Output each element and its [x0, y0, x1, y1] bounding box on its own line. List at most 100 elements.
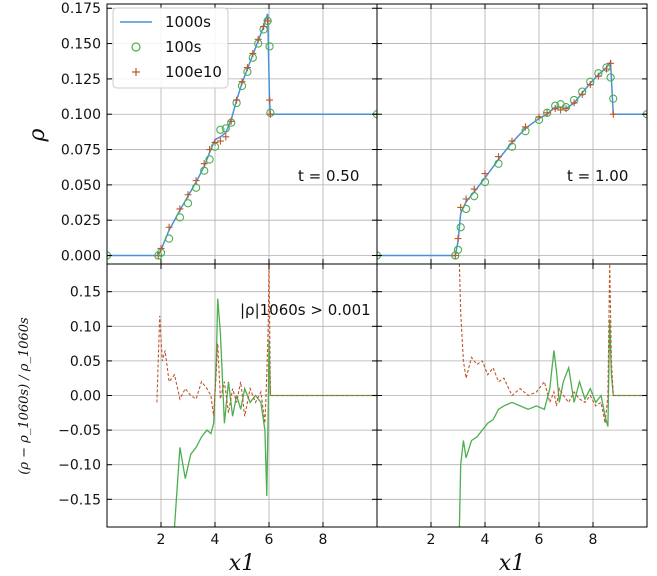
legend-box — [112, 7, 229, 89]
marker-100e10 — [609, 110, 617, 118]
marker-100s — [453, 245, 463, 255]
marker-100s — [164, 234, 174, 243]
panel-series — [156, 264, 377, 527]
marker-100e10 — [192, 177, 200, 185]
legend-circle-swatch — [131, 42, 141, 52]
legend-label-100e10: 100e10 — [165, 63, 222, 81]
marker-100e10 — [165, 223, 173, 231]
y-tick-label: 0.025 — [61, 213, 101, 229]
panel-frame — [376, 3, 648, 265]
y-tick-label: −0.05 — [58, 423, 101, 439]
marker-100e10 — [254, 35, 262, 43]
marker-100e10 — [557, 106, 565, 114]
marker-100s — [609, 94, 618, 103]
marker-100s — [461, 204, 471, 214]
marker-100e10 — [603, 65, 610, 73]
series-line-100e10-reldiff — [458, 264, 647, 424]
legend: 1000s 100s 100e10 — [112, 7, 229, 89]
marker-100e10 — [535, 113, 543, 121]
marker-100s — [542, 108, 552, 117]
marker-100e10 — [543, 109, 551, 117]
series-line-100s-reldiff — [458, 319, 647, 527]
series-line-100e10-reldiff — [156, 264, 377, 424]
x-tick-label: 8 — [319, 532, 328, 548]
legend-plus-swatch — [132, 68, 140, 76]
y-tick-label: −0.15 — [58, 492, 101, 508]
marker-100e10 — [249, 49, 257, 57]
marker-100s — [606, 73, 615, 82]
tick-layer: 0.000 0.025 0.050 0.075 0.100 0.125 0.150 0.175… — [58, 1, 647, 548]
panel-series — [377, 59, 647, 260]
marker-100s — [265, 42, 274, 51]
marker-100e10 — [211, 138, 219, 146]
marker-100e10 — [243, 64, 251, 72]
y-tick-label: −0.10 — [58, 458, 101, 474]
marker-100e10 — [206, 146, 214, 154]
marker-100s — [183, 199, 193, 208]
time-annotation-left: t = 0.50 — [298, 167, 359, 185]
marker-100e10 — [495, 153, 502, 161]
time-annotation-right: t = 1.00 — [567, 167, 628, 185]
marker-100e10 — [222, 133, 230, 141]
y-tick-label: 0.15 — [70, 285, 101, 301]
x-tick-label: 6 — [265, 532, 274, 548]
marker-100e10 — [594, 72, 602, 80]
marker-100e10 — [227, 117, 235, 125]
x-tick-label: 4 — [211, 532, 220, 548]
marker-100e10 — [200, 160, 208, 168]
marker-100e10 — [266, 96, 274, 104]
marker-100e10 — [216, 137, 224, 145]
marker-100e10 — [176, 205, 184, 213]
marker-100e10 — [184, 191, 192, 199]
marker-100e10 — [451, 252, 459, 260]
x-tick-label: 6 — [535, 532, 544, 548]
y-tick-label: 0.00 — [70, 389, 101, 405]
marker-100s — [175, 213, 185, 222]
legend-label-1000s: 1000s — [165, 13, 211, 31]
marker-100e10 — [238, 78, 246, 86]
marker-100e10 — [551, 105, 559, 113]
marker-100e10 — [454, 235, 462, 243]
marker-100e10 — [578, 90, 586, 98]
y-tick-label: 0.10 — [70, 319, 101, 335]
panel-series — [458, 264, 647, 527]
threshold-annotation: |ρ|1060s > 0.001 — [240, 301, 371, 319]
marker-100e10 — [607, 59, 615, 67]
marker-100e10 — [157, 244, 165, 252]
marker-100e10 — [264, 17, 272, 25]
y-tick-label: 0.050 — [61, 178, 101, 194]
marker-100s — [205, 155, 214, 164]
series-line-100s-reldiff — [173, 298, 377, 527]
marker-100s — [480, 177, 490, 187]
y-axis-label-bottom: (ρ − ρ_1060s) / ρ_1060s — [17, 317, 32, 475]
y-tick-label: 0.175 — [61, 1, 101, 17]
marker-100e10 — [266, 110, 274, 118]
y-tick-label: 0.000 — [61, 249, 101, 265]
y-tick-label: 0.150 — [61, 37, 101, 53]
x-tick-label: 2 — [427, 532, 436, 548]
marker-100s — [456, 223, 465, 232]
marker-100e10 — [481, 170, 489, 178]
marker-100s — [216, 125, 225, 134]
y-tick-label: 0.100 — [61, 107, 101, 123]
marker-100s — [154, 251, 163, 260]
marker-100e10 — [570, 99, 578, 107]
y-tick-label: 0.075 — [61, 143, 101, 159]
marker-100e10 — [586, 81, 594, 89]
series-line-1000s — [377, 59, 647, 257]
y-axis-label-top: ρ — [25, 128, 50, 142]
y-tick-label: 0.05 — [70, 354, 101, 370]
marker-100s — [263, 16, 272, 26]
marker-100e10 — [562, 105, 570, 113]
marker-100e10 — [462, 195, 470, 203]
marker-100e10 — [508, 137, 516, 145]
marker-100e10 — [522, 123, 529, 131]
marker-100e10 — [470, 185, 478, 193]
marker-100e10 — [260, 23, 268, 31]
marker-100e10 — [233, 96, 241, 104]
x-tick-label: 4 — [481, 532, 490, 548]
x-axis-label-left: x1 — [229, 551, 255, 576]
x-tick-label: 2 — [157, 532, 166, 548]
marker-100s — [221, 124, 230, 133]
